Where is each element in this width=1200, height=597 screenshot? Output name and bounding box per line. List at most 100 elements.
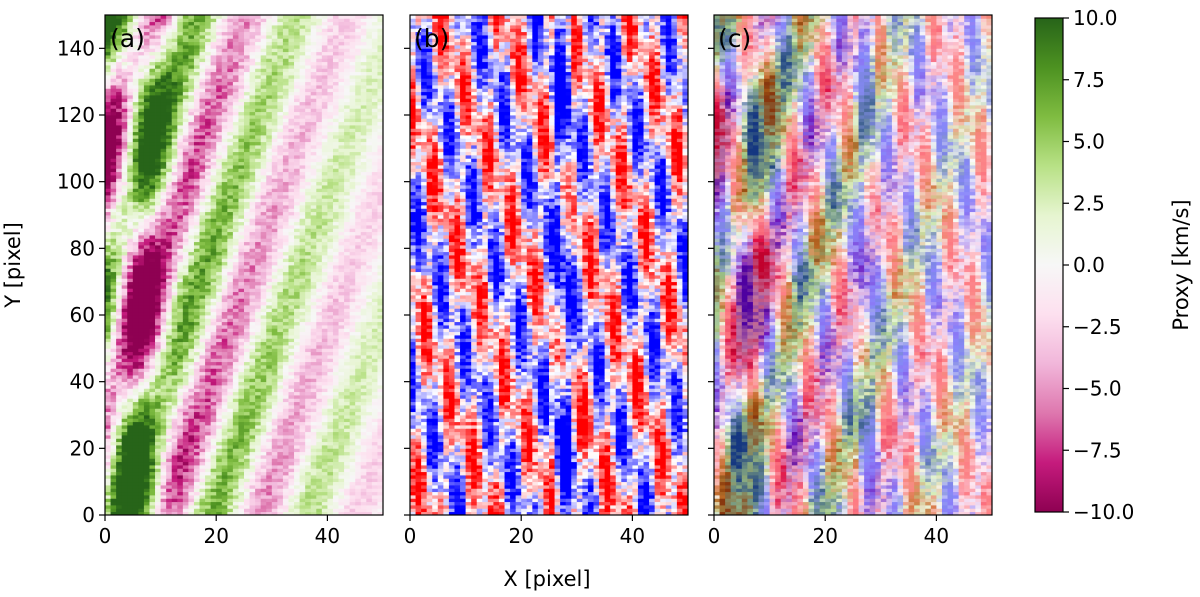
heatmap-cell — [200, 218, 206, 222]
heatmap-cell — [183, 192, 189, 196]
heatmap-cell — [355, 405, 361, 409]
heatmap-cell — [188, 492, 194, 496]
heatmap-cell — [227, 482, 233, 486]
heatmap-cell — [322, 242, 328, 246]
heatmap-cell — [166, 435, 172, 439]
heatmap-cell — [227, 298, 233, 302]
heatmap-cell — [244, 315, 250, 319]
heatmap-cell — [261, 348, 267, 352]
heatmap-cell — [200, 368, 206, 372]
heatmap-cell — [311, 292, 317, 296]
heatmap-cell — [172, 218, 178, 222]
heatmap-cell — [227, 308, 233, 312]
heatmap-cell — [233, 365, 239, 369]
heatmap-cell — [277, 378, 283, 382]
heatmap-cell — [288, 378, 294, 382]
heatmap-cell — [288, 302, 294, 306]
heatmap-cell — [122, 278, 128, 282]
heatmap-cell — [122, 298, 128, 302]
heatmap-cell — [216, 228, 222, 232]
heatmap-cell — [188, 322, 194, 326]
heatmap-cell — [366, 325, 372, 329]
heatmap-cell — [155, 278, 161, 282]
heatmap-cell — [155, 365, 161, 369]
heatmap-cell — [155, 208, 161, 212]
heatmap-cell — [327, 192, 333, 196]
heatmap-cell — [333, 422, 339, 426]
heatmap-cell — [161, 352, 167, 356]
heatmap-cell — [277, 275, 283, 279]
heatmap-cell — [194, 405, 200, 409]
heatmap-cell — [366, 275, 372, 279]
heatmap-cell — [350, 335, 356, 339]
heatmap-cell — [355, 425, 361, 429]
heatmap-cell — [339, 195, 345, 199]
heatmap-cell — [116, 358, 122, 362]
heatmap-cell — [116, 368, 122, 372]
heatmap-cell — [294, 298, 300, 302]
heatmap-cell — [200, 198, 206, 202]
heatmap-cell — [350, 325, 356, 329]
heatmap-cell — [149, 338, 155, 342]
heatmap-cell — [194, 295, 200, 299]
heatmap-cell — [155, 475, 161, 479]
heatmap-cell — [177, 462, 183, 466]
heatmap-cell — [161, 268, 167, 272]
heatmap-cell — [116, 438, 122, 442]
heatmap-cell — [161, 365, 167, 369]
heatmap-cell — [261, 468, 267, 472]
heatmap-cell — [166, 498, 172, 502]
heatmap-cell — [172, 222, 178, 226]
heatmap-cell — [283, 395, 289, 399]
heatmap-cell — [227, 322, 233, 326]
heatmap-cell — [283, 502, 289, 506]
heatmap-cell — [177, 225, 183, 229]
heatmap-cell — [122, 348, 128, 352]
heatmap-cell — [327, 425, 333, 429]
heatmap-cell — [133, 275, 139, 279]
heatmap-cell — [161, 298, 167, 302]
heatmap-cell — [333, 262, 339, 266]
heatmap-cell — [305, 385, 311, 389]
heatmap-cell — [144, 478, 150, 482]
heatmap-cell — [177, 222, 183, 226]
heatmap-cell — [183, 195, 189, 199]
heatmap-cell — [277, 252, 283, 256]
heatmap-cell — [266, 458, 272, 462]
heatmap-cell — [183, 248, 189, 252]
heatmap-cell — [211, 215, 217, 219]
heatmap-cell — [294, 252, 300, 256]
heatmap-cell — [277, 212, 283, 216]
heatmap-cell — [333, 505, 339, 509]
heatmap-cell — [333, 415, 339, 419]
heatmap-cell — [277, 238, 283, 242]
heatmap-cell — [272, 238, 278, 242]
heatmap-cell — [166, 438, 172, 442]
heatmap-cell — [305, 282, 311, 286]
heatmap-cell — [305, 498, 311, 502]
heatmap-cell — [149, 342, 155, 346]
heatmap-cell — [155, 288, 161, 292]
heatmap-cell — [255, 235, 261, 239]
heatmap-cell — [344, 462, 350, 466]
heatmap-cell — [255, 288, 261, 292]
heatmap-cell — [144, 368, 150, 372]
heatmap-cell — [155, 345, 161, 349]
heatmap-cell — [288, 215, 294, 219]
heatmap-cell — [122, 195, 128, 199]
heatmap-cell — [166, 222, 172, 226]
heatmap-cell — [122, 415, 128, 419]
heatmap-cell — [194, 465, 200, 469]
heatmap-cell — [172, 228, 178, 232]
heatmap-cell — [288, 495, 294, 499]
heatmap-cell — [344, 245, 350, 249]
heatmap-cell — [188, 195, 194, 199]
heatmap-cell — [161, 332, 167, 336]
heatmap-cell — [138, 332, 144, 336]
heatmap-cell — [188, 282, 194, 286]
heatmap-cell — [316, 352, 322, 356]
heatmap-cell — [300, 278, 306, 282]
heatmap-cell — [294, 485, 300, 489]
heatmap-cell — [105, 298, 111, 302]
heatmap-cell — [222, 338, 228, 342]
